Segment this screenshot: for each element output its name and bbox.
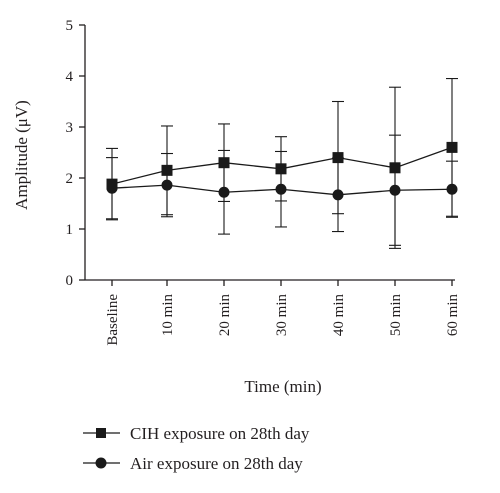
x-tick-label: Baseline <box>105 294 121 346</box>
x-axis-label: Time (min) <box>244 377 321 396</box>
legend: CIH exposure on 28th day Air exposure on… <box>83 424 310 473</box>
x-tick-label: 50 min <box>388 294 404 337</box>
data-point-circle <box>161 179 173 191</box>
x-tick-label: 10 min <box>160 294 176 337</box>
data-point-circle <box>389 184 401 196</box>
y-tick-label: 4 <box>66 69 74 85</box>
y-tick-label: 5 <box>66 18 74 34</box>
legend-marker-air <box>95 457 107 469</box>
axes: 0 1 2 3 4 5 Baseline 10 min 20 min 30 min 40 min 50… <box>66 18 462 346</box>
series-cih <box>106 78 458 249</box>
x-tick-label: 60 min <box>445 294 461 337</box>
legend-item-air: Air exposure on 28th day <box>83 454 303 473</box>
y-tick-label: 0 <box>66 273 74 289</box>
data-point-circle <box>446 183 458 195</box>
legend-marker-cih <box>96 428 106 438</box>
x-tick-label: 30 min <box>274 294 290 337</box>
data-point-circle <box>332 189 344 201</box>
y-tick-label: 1 <box>66 222 74 238</box>
data-point-circle <box>106 182 118 194</box>
x-tick-label: 20 min <box>217 294 233 337</box>
data-point-square <box>446 141 458 153</box>
y-tick-label: 3 <box>66 120 74 136</box>
legend-label-air: Air exposure on 28th day <box>130 454 303 473</box>
y-tick-label: 2 <box>66 171 74 187</box>
series-air <box>106 134 458 246</box>
data-point-circle <box>218 186 230 198</box>
legend-item-cih: CIH exposure on 28th day <box>83 424 310 443</box>
y-axis-label: Amplitude (μV) <box>12 100 31 210</box>
x-tick-label: 40 min <box>331 294 347 337</box>
data-point-circle <box>275 183 287 195</box>
legend-label-cih: CIH exposure on 28th day <box>130 424 310 443</box>
plot-area <box>106 78 458 249</box>
